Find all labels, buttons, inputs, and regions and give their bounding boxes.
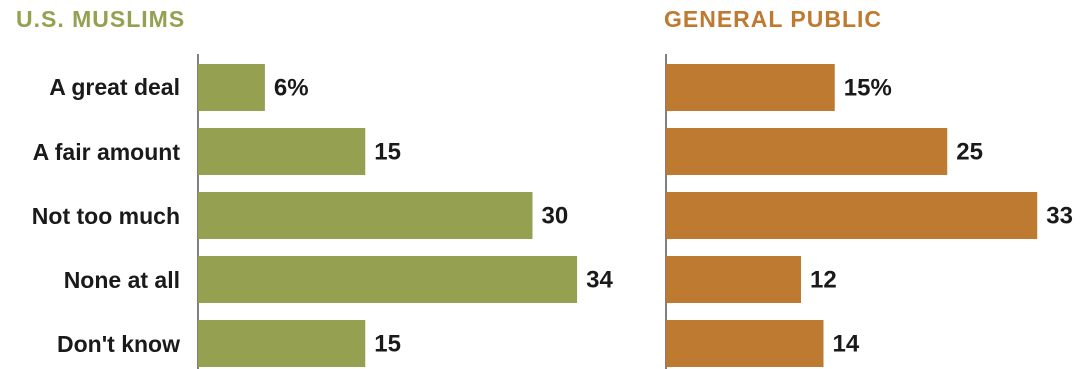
- category-label-great-deal: A great deal: [49, 74, 180, 100]
- category-label-not-too-much: Not too much: [31, 203, 180, 229]
- muslims-bar-4: [198, 320, 366, 367]
- muslims-bar-2: [198, 192, 533, 239]
- muslims-panel-title: U.S. MUSLIMS: [16, 6, 186, 32]
- muslims-value-label-2: 30: [542, 203, 569, 230]
- public-value-label-1: 25: [956, 139, 983, 166]
- category-label-dont-know: Don't know: [56, 331, 180, 357]
- muslims-value-label-4: 15: [374, 331, 401, 358]
- muslims-value-label-1: 15: [374, 139, 401, 166]
- category-label-fair-amount: A fair amount: [32, 139, 180, 165]
- public-panel-title: GENERAL PUBLIC: [664, 6, 883, 32]
- public-bar-0: [666, 64, 835, 111]
- category-label-none-at-all: None at all: [63, 267, 180, 293]
- public-bar-1: [666, 128, 948, 175]
- muslims-bar-0: [198, 64, 265, 111]
- muslims-value-label-0: 6%: [274, 75, 309, 102]
- muslims-value-label-3: 34: [586, 267, 613, 294]
- public-value-label-4: 14: [833, 331, 860, 358]
- public-bar-2: [666, 192, 1038, 239]
- public-value-label-3: 12: [810, 267, 837, 294]
- muslims-bar-1: [198, 128, 366, 175]
- public-value-label-2: 33: [1046, 203, 1073, 230]
- muslims-bar-3: [198, 256, 578, 303]
- public-value-label-0: 15%: [844, 75, 892, 102]
- public-bar-3: [666, 256, 801, 303]
- public-bar-4: [666, 320, 824, 367]
